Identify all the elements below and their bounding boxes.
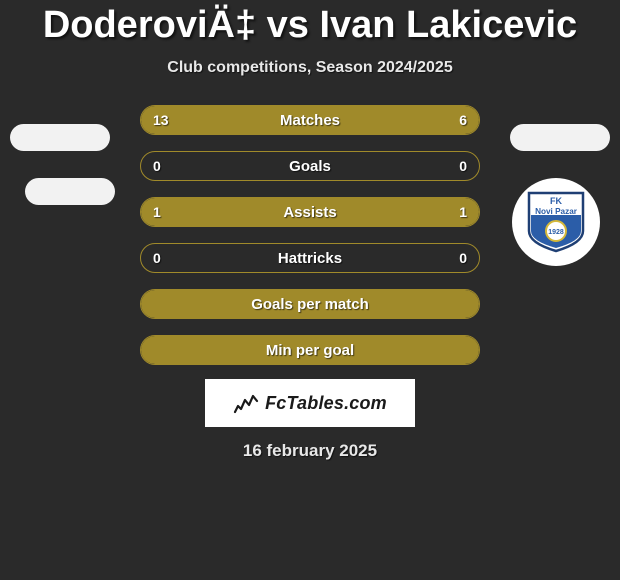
stat-row: 0 0 Goals (140, 151, 480, 181)
fctables-logo-icon (233, 392, 259, 414)
shield-year: 1928 (548, 229, 564, 236)
stat-value-left: 1 (153, 204, 161, 220)
stat-value-right: 6 (459, 112, 467, 128)
page-title: DoderoviÄ‡ vs Ivan Lakicevic (0, 0, 620, 47)
shield-icon: FK Novi Pazar 1928 (527, 191, 585, 253)
stat-row: 0 0 Hattricks (140, 243, 480, 273)
club-left-logo (25, 178, 115, 205)
stat-label: Hattricks (278, 250, 342, 267)
source-badge-text: FcTables.com (265, 393, 387, 414)
stat-value-right: 0 (459, 158, 467, 174)
stat-row: Min per goal (140, 335, 480, 365)
content: DoderoviÄ‡ vs Ivan Lakicevic Club compet… (0, 0, 620, 580)
stat-value-right: 0 (459, 250, 467, 266)
stat-value-left: 0 (153, 250, 161, 266)
date-label: 16 february 2025 (0, 441, 620, 461)
shield-mid-text: Novi Pazar (535, 207, 578, 216)
stat-label: Min per goal (266, 342, 354, 359)
player-right-avatar (510, 124, 610, 151)
stat-value-left: 0 (153, 158, 161, 174)
shield-top-text: FK (550, 196, 562, 206)
player-left-avatar (10, 124, 110, 151)
stat-label: Matches (280, 112, 340, 129)
stat-value-right: 1 (459, 204, 467, 220)
stat-label: Goals (289, 158, 331, 175)
stat-row: Goals per match (140, 289, 480, 319)
stat-row: 1 1 Assists (140, 197, 480, 227)
stat-row: 13 6 Matches (140, 105, 480, 135)
stat-value-left: 13 (153, 112, 169, 128)
page-subtitle: Club competitions, Season 2024/2025 (0, 59, 620, 77)
source-badge: FcTables.com (205, 379, 415, 427)
club-right-logo: FK Novi Pazar 1928 (512, 178, 600, 266)
stat-label: Assists (283, 204, 336, 221)
stat-label: Goals per match (251, 296, 369, 313)
